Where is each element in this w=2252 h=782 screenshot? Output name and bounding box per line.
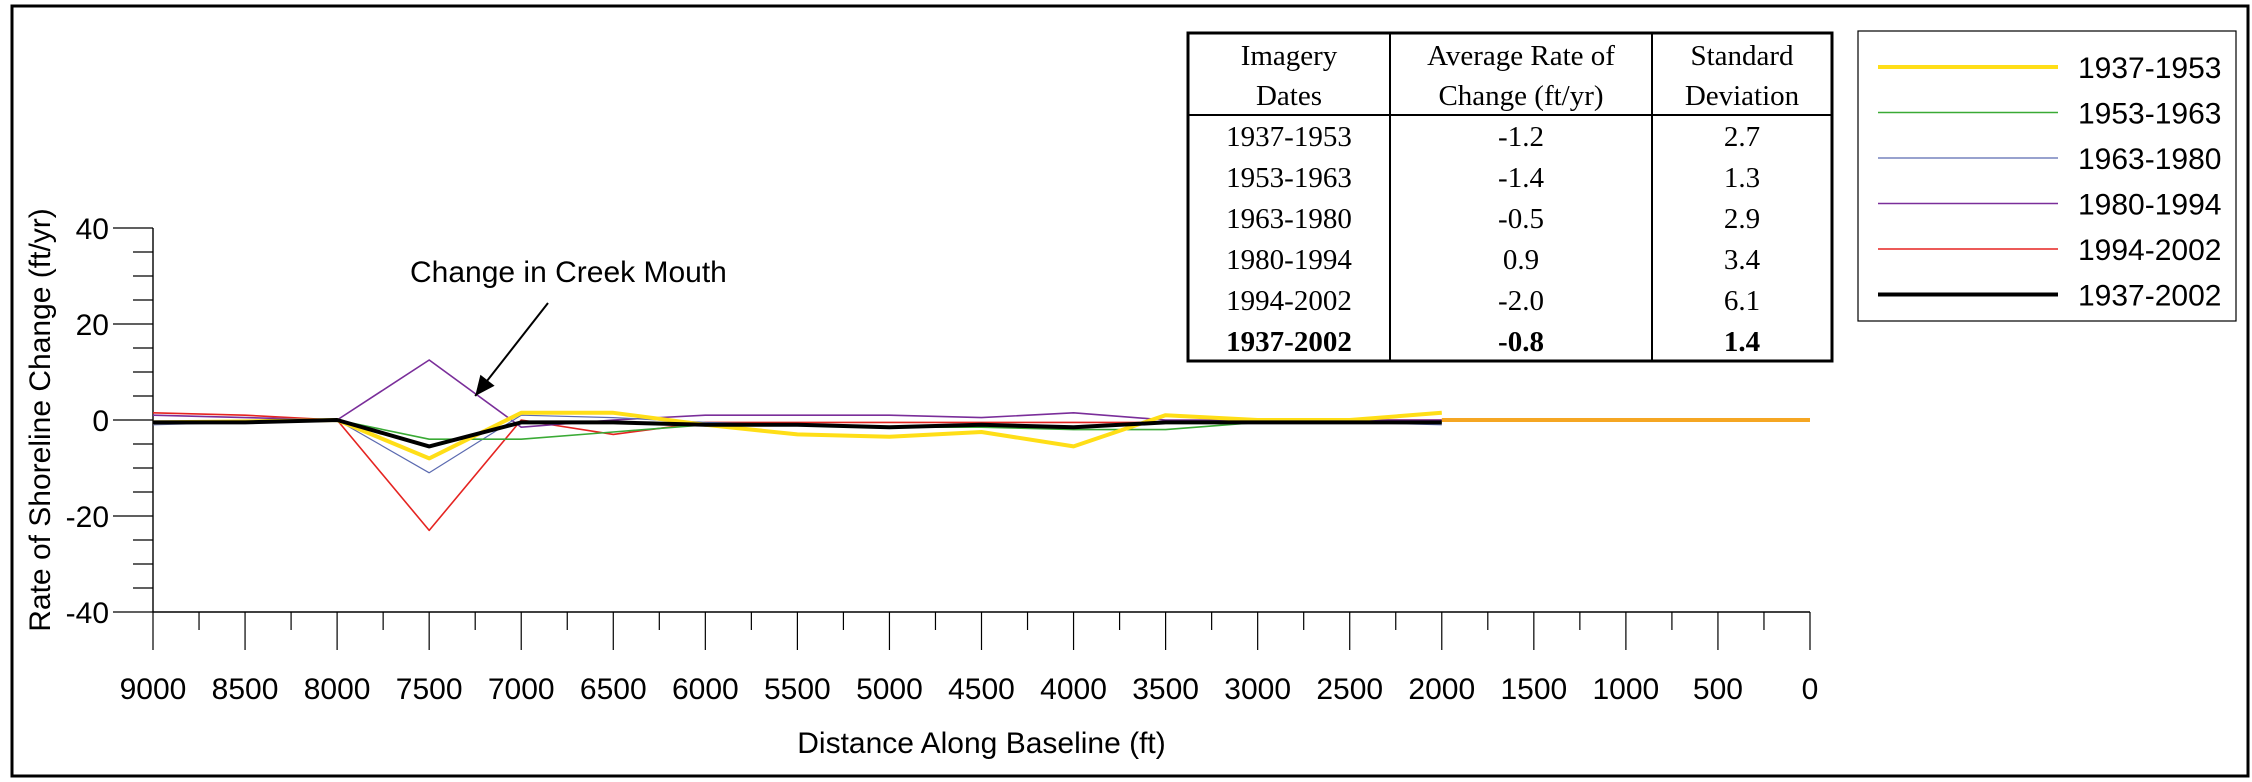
series-layer (152, 359, 1810, 532)
x-tick-label: 5000 (856, 673, 923, 706)
table-header-cell: Dates (1256, 80, 1322, 112)
x-tick-label: 2500 (1316, 673, 1383, 706)
legend-box (1857, 30, 2237, 322)
x-tick-label: 0 (1802, 673, 1819, 706)
table-cell: -1.4 (1498, 162, 1544, 194)
table-header-cell: Imagery (1241, 40, 1338, 72)
table-cell: -1.2 (1498, 121, 1544, 153)
y-tick-label: -40 (66, 597, 109, 630)
x-tick-label: 9000 (120, 673, 187, 706)
table-cell: 0.9 (1503, 244, 1539, 276)
table-cell: 1937-1953 (1226, 121, 1352, 153)
x-tick-label: 500 (1693, 673, 1743, 706)
table-cell: 2.9 (1724, 203, 1760, 235)
x-tick-label: 6000 (672, 673, 739, 706)
legend-label: 1937-1953 (2078, 52, 2221, 85)
series-line (152, 359, 1442, 429)
axes: 40 20 0 -20 -40 9000 8500 8000 7500 7000 6500 6000 5… (24, 208, 1818, 760)
legend-label: 1963-1980 (2078, 143, 2221, 176)
y-tick-label: 0 (92, 405, 109, 438)
x-tick-label: 5500 (764, 673, 831, 706)
x-tick-label: 1000 (1593, 673, 1660, 706)
y-tick-label: -20 (66, 501, 109, 534)
table-cell: -0.5 (1498, 203, 1544, 235)
table-cell: 1963-1980 (1226, 203, 1352, 235)
legend: 1937-1953 1953-1963 1963-1980 1980-1994 1994… (1857, 30, 2237, 322)
x-tick-label: 7500 (396, 673, 463, 706)
stats-table: Imagery Dates Average Rate of Change (ft/yr… (1186, 31, 1834, 363)
y-axis-title: Rate of Shoreline Change (ft/yr) (24, 208, 57, 632)
table-cell: 1937-2002 (1226, 326, 1352, 358)
x-tick-label: 4000 (1040, 673, 1107, 706)
x-tick-label: 1500 (1500, 673, 1567, 706)
table-cell: 1953-1963 (1226, 162, 1352, 194)
series-line (152, 412, 1442, 532)
table-border (1186, 31, 1834, 363)
table-cell: 2.7 (1724, 121, 1760, 153)
x-axis-title: Distance Along Baseline (ft) (797, 727, 1166, 760)
x-tick-label: 3500 (1132, 673, 1199, 706)
legend-label: 1937-2002 (2078, 280, 2221, 313)
annotation-arrowhead (475, 374, 495, 396)
table-header-cell: Change (ft/yr) (1438, 80, 1603, 112)
series-line (153, 418, 1442, 449)
x-tick-label: 8000 (304, 673, 371, 706)
x-tick-label: 4500 (948, 673, 1015, 706)
table-cell: 1980-1994 (1226, 244, 1352, 276)
x-tick-label: 3000 (1224, 673, 1291, 706)
legend-label: 1994-2002 (2078, 234, 2221, 267)
y-tick-label: 20 (76, 309, 109, 342)
figure-border (10, 4, 2250, 778)
series-line (152, 410, 1442, 461)
legend-label: 1953-1963 (2078, 98, 2221, 131)
table-header-cell: Average Rate of (1427, 40, 1615, 72)
x-tick-label: 6500 (580, 673, 647, 706)
table-header-cell: Deviation (1685, 80, 1800, 112)
annotation: Change in Creek Mouth (410, 256, 727, 397)
table-cell: -0.8 (1498, 326, 1544, 358)
table-cell: -2.0 (1498, 285, 1544, 317)
x-tick-label: 2000 (1408, 673, 1475, 706)
y-tick-label: 40 (76, 213, 109, 246)
table-cell: 1.4 (1724, 326, 1760, 358)
annotation-text: Change in Creek Mouth (410, 256, 727, 289)
x-tick-label: 7000 (488, 673, 555, 706)
legend-label: 1980-1994 (2078, 189, 2221, 222)
x-tick-label: 8500 (212, 673, 279, 706)
table-cell: 1994-2002 (1226, 285, 1352, 317)
table-cell: 6.1 (1724, 285, 1760, 317)
table-cell: 1.3 (1724, 162, 1760, 194)
table-header-cell: Standard (1690, 40, 1794, 72)
table-cell: 3.4 (1724, 244, 1761, 276)
